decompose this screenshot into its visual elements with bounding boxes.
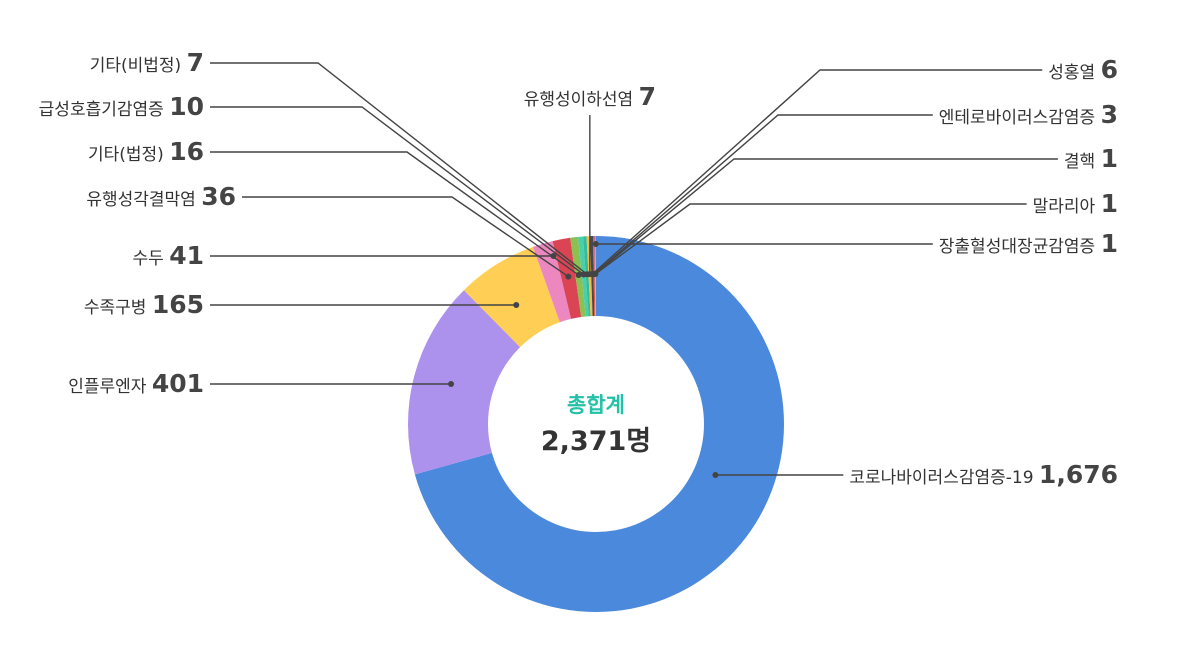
slice-label-name: 기타(비법정) — [90, 56, 187, 76]
slice-label-name: 급성호흡기감염증 — [39, 100, 170, 120]
leader-dot-6 — [575, 272, 582, 279]
leader-dot-13 — [592, 271, 599, 278]
leader-lines — [210, 62, 1058, 478]
slice-label-13: 말라리아 1 — [1033, 189, 1118, 218]
slice-label-name: 수두 — [133, 249, 170, 269]
slice-label-6: 기타(법정) 16 — [88, 137, 204, 166]
slice-label-value: 3 — [1101, 100, 1118, 129]
slice-label-10: 성홍열 6 — [1048, 55, 1118, 84]
slice-label-2: 인플루엔자 401 — [68, 369, 204, 398]
slice-label-value: 1,676 — [1039, 460, 1118, 489]
slice-label-value: 10 — [169, 92, 204, 121]
slice-label-name: 기타(법정) — [88, 145, 169, 165]
leader-line-6 — [210, 151, 579, 276]
slice-label-value: 7 — [187, 48, 204, 77]
slice-label-12: 결핵 1 — [1064, 144, 1118, 173]
leader-line-11 — [593, 114, 933, 275]
slice-label-name: 성홍열 — [1048, 63, 1100, 83]
leader-line-5 — [242, 196, 569, 278]
slice-label-value: 6 — [1101, 55, 1118, 84]
slice-3 — [463, 246, 560, 348]
slice-label-value: 401 — [152, 369, 204, 398]
leader-line-10 — [591, 69, 1043, 275]
slice-label-5: 유행성각결막염 36 — [86, 182, 236, 211]
slice-label-7: 급성호흡기감염증 10 — [39, 92, 204, 121]
slice-label-value: 36 — [201, 182, 236, 211]
leader-dot-3 — [513, 302, 520, 308]
slice-1 — [414, 236, 784, 612]
slice-label-value: 41 — [169, 241, 204, 270]
slice-label-name: 말라리아 — [1033, 197, 1101, 217]
leader-line-13 — [594, 203, 1027, 275]
slice-label-4: 수두 41 — [133, 241, 204, 270]
leader-line-12 — [594, 158, 1058, 275]
slice-2 — [408, 290, 521, 475]
slice-label-name: 수족구병 — [84, 298, 152, 318]
slice-label-value: 1 — [1101, 144, 1118, 173]
slice-label-value: 16 — [169, 137, 204, 166]
slice-label-value: 165 — [152, 290, 204, 319]
center-title: 총합계 — [567, 393, 625, 417]
center-total: 2,371명 — [541, 426, 651, 457]
leader-dot-2 — [448, 381, 455, 387]
slice-label-name: 장출혈성대장균감염증 — [939, 237, 1101, 257]
leader-dot-1 — [712, 472, 719, 478]
slice-label-14: 장출혈성대장균감염증 1 — [939, 229, 1118, 258]
slice-label-name: 유행성각결막염 — [86, 190, 201, 210]
slice-label-name: 유행성이하선염 — [524, 90, 639, 110]
slice-4 — [532, 241, 572, 323]
leader-line-7 — [210, 106, 585, 276]
slice-label-3: 수족구병 165 — [84, 290, 204, 319]
slice-labels: 코로나바이러스감염증-19 1,676 인플루엔자 401 수족구병 165 수두 4… — [39, 48, 1118, 489]
slice-label-value: 1 — [1101, 229, 1118, 258]
slice-label-9: 유행성이하선염 7 — [524, 82, 656, 111]
slice-label-8: 기타(비법정) 7 — [90, 48, 204, 77]
slice-label-11: 엔테로바이러스감염증 3 — [939, 100, 1118, 129]
slice-label-name: 코로나바이러스감염증-19 — [849, 468, 1039, 488]
slice-label-name: 엔테로바이러스감염증 — [939, 108, 1101, 128]
slice-label-1: 코로나바이러스감염증-19 1,676 — [849, 460, 1118, 489]
slice-label-name: 인플루엔자 — [68, 377, 152, 397]
leader-dot-14 — [592, 241, 599, 247]
leader-line-8 — [210, 62, 588, 275]
slice-label-value: 7 — [639, 82, 656, 111]
leader-dot-5 — [565, 273, 572, 280]
slice-label-value: 1 — [1101, 189, 1118, 218]
slice-label-name: 결핵 — [1064, 152, 1101, 172]
donut-slices — [408, 236, 784, 612]
